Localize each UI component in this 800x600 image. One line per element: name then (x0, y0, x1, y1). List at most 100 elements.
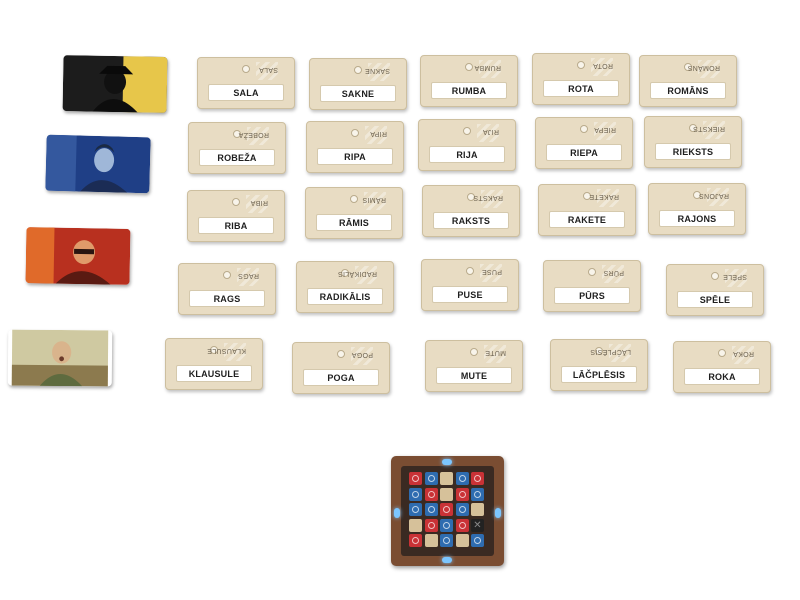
ring-icon (474, 490, 481, 498)
agent-card-red[interactable] (25, 227, 131, 285)
word-card[interactable]: RĀMIS RĀMIS (305, 187, 403, 239)
card-hole (689, 124, 697, 132)
word-card[interactable]: KLAUSULE KLAUSULE (165, 338, 263, 390)
word-mirrored: KLAUSULE (207, 347, 246, 354)
ring-icon (443, 537, 450, 544)
word-label-box (436, 367, 512, 384)
blue-agent-icon (45, 134, 151, 194)
word-mirrored: POGA (351, 351, 373, 358)
word-text: PŪRS (579, 291, 605, 301)
word-card[interactable]: RUMBA RUMBA (420, 55, 518, 107)
word-card[interactable]: RIEPA RIEPA (535, 117, 633, 169)
card-hole (470, 348, 478, 356)
word-mirrored: ROKA (732, 350, 754, 357)
key-cell-blue (455, 472, 469, 485)
word-mirrored: SAKNE (364, 67, 390, 74)
card-pattern (594, 122, 616, 140)
word-card[interactable]: RIBA RIBA (187, 190, 285, 242)
ring-icon (474, 475, 481, 482)
ring-icon (458, 506, 466, 513)
word-card[interactable]: ROBEŽA ROBEŽA (188, 122, 286, 174)
card-pattern (247, 127, 269, 145)
key-cell-red (424, 487, 438, 501)
card-hole (577, 61, 585, 69)
card-hole (580, 125, 588, 133)
word-card[interactable]: RIPA RIPA (306, 121, 404, 173)
word-text: RIEKSTS (672, 147, 714, 157)
word-label-box (650, 82, 726, 99)
word-label-box (429, 146, 505, 163)
word-card[interactable]: RIJA RIJA (418, 119, 516, 171)
word-mirrored: RIPA (369, 130, 387, 137)
card-pattern (591, 58, 613, 76)
word-mirrored: RAGS (237, 272, 259, 279)
word-card[interactable]: RAJONS RAJONS (648, 183, 746, 235)
card-hole (467, 193, 475, 201)
card-pattern (732, 346, 754, 364)
ring-icon (474, 537, 481, 544)
key-cell-red (455, 487, 469, 501)
word-label-box (208, 84, 284, 101)
word-card[interactable]: RAKETE RAKETE (538, 184, 636, 236)
card-pattern (351, 347, 373, 365)
word-card[interactable]: SAKNE SAKNE (309, 58, 407, 110)
word-label-box (543, 80, 619, 97)
bystander-icon (11, 329, 109, 387)
word-mirrored: ROTA (592, 62, 613, 69)
word-card[interactable]: SPĒLE SPĒLE (666, 264, 764, 316)
card-pattern (246, 195, 268, 213)
card-hole (233, 130, 241, 138)
agent-card-shadow[interactable] (62, 55, 168, 113)
word-card[interactable]: ROTA ROTA (532, 53, 630, 105)
key-grid: ✕ (409, 472, 487, 550)
card-pattern (368, 63, 390, 81)
key-light-bottom-icon (442, 557, 452, 563)
card-hole (223, 271, 231, 279)
key-card[interactable]: ✕ (391, 456, 504, 566)
card-hole (232, 198, 240, 206)
word-mirrored: PUSE (481, 268, 502, 275)
word-text: RAKETE (567, 215, 607, 225)
word-text: PUSE (457, 290, 483, 300)
ring-icon (427, 490, 435, 498)
card-pattern (698, 60, 720, 78)
card-hole (465, 63, 473, 71)
word-label-box (320, 85, 396, 102)
card-pattern (703, 121, 725, 139)
word-card[interactable]: MUTE MUTE (425, 340, 523, 392)
word-card[interactable]: SALA SALA (197, 57, 295, 109)
word-mirrored: RIJA (482, 128, 499, 135)
agent-card-blue[interactable] (45, 134, 151, 194)
word-card[interactable]: RADIKĀLIS RADIKĀLIS (296, 261, 394, 313)
word-label-box (316, 214, 392, 231)
word-card[interactable]: POGA POGA (292, 342, 390, 394)
word-label-box (176, 365, 252, 382)
key-cell-red (424, 518, 438, 532)
word-text: MUTE (460, 371, 488, 381)
key-cell-neutral (471, 503, 484, 516)
word-card[interactable]: ROKA ROKA (673, 341, 771, 393)
card-pattern (355, 266, 377, 284)
key-cell-neutral (440, 487, 453, 501)
word-card[interactable]: LĀČPLĒSIS LĀČPLĒSIS (550, 339, 648, 391)
card-pattern (479, 60, 501, 78)
card-pattern (364, 192, 386, 210)
agent-card-neutral[interactable] (8, 329, 112, 387)
word-card[interactable]: ROMĀNS ROMĀNS (639, 55, 737, 107)
word-card[interactable]: PUSE PUSE (421, 259, 519, 311)
word-label-box (433, 212, 509, 229)
card-hole (583, 192, 591, 200)
word-card[interactable]: RAKSTS RAKSTS (422, 185, 520, 237)
word-card[interactable]: RAGS RAGS (178, 263, 276, 315)
word-card[interactable]: PŪRS PŪRS (543, 260, 641, 312)
word-text: RIBA (224, 221, 248, 231)
word-label-box (549, 211, 625, 228)
key-cell-blue (440, 534, 453, 547)
card-hole (350, 195, 358, 203)
key-light-left-icon (394, 508, 400, 518)
key-cell-red (440, 503, 453, 516)
key-cell-red (455, 518, 469, 532)
word-card[interactable]: RIEKSTS RIEKSTS (644, 116, 742, 168)
card-hole (210, 346, 218, 354)
